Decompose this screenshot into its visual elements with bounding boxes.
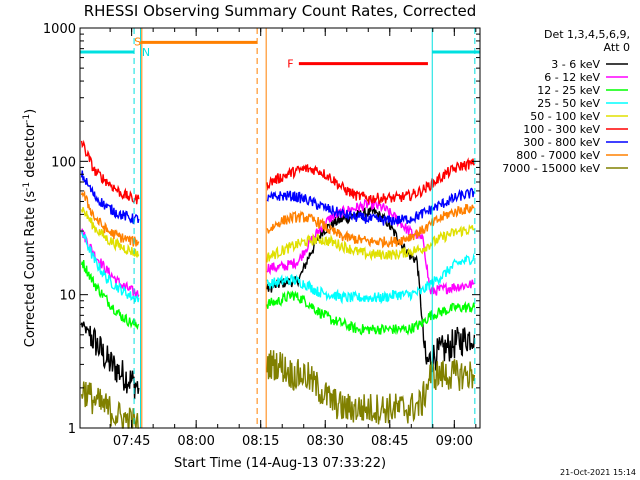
x-tick-label-1: 08:00 xyxy=(177,434,214,449)
series-line-50-100-kev-seg0 xyxy=(80,207,140,259)
flag-markers: SN F xyxy=(80,28,480,428)
series-line-12-25-kev-seg0 xyxy=(80,260,140,330)
flag-label-f: F xyxy=(287,58,293,71)
y-tick-label-0: 1 xyxy=(68,422,76,437)
y-axis-label-mid: detector xyxy=(23,122,38,182)
flag-label-s: S xyxy=(134,36,141,49)
legend-label-6-12-kev: 6 - 12 keV xyxy=(544,71,600,84)
y-axis-label-main: Corrected Count Rate (s xyxy=(23,191,38,348)
legend-label-25-50-kev: 25 - 50 keV xyxy=(537,97,600,110)
legend-label-50-100-kev: 50 - 100 keV xyxy=(530,110,600,123)
chart-title: RHESSI Observing Summary Count Rates, Co… xyxy=(84,2,477,20)
series-line-3-6-kev-seg1 xyxy=(266,204,476,373)
plot-frame xyxy=(79,27,481,429)
series-line-25-50-kev-seg0 xyxy=(80,230,140,303)
legend-header-line1: Det 1,3,4,5,6,9, xyxy=(544,28,630,41)
series-line-3-6-kev-seg0 xyxy=(80,321,140,400)
y-axis-label-end: ) xyxy=(23,109,38,114)
series-line-7000-15000-kev-seg0 xyxy=(80,381,139,429)
footer-timestamp: 21-Oct-2021 15:14 xyxy=(560,468,636,477)
y-tick-label-1: 10 xyxy=(59,289,76,304)
series-line-100-300-kev-seg1 xyxy=(266,157,476,205)
y-axis-label-sup1: -1 xyxy=(22,182,32,191)
legend-label-7000-15000-kev: 7000 - 15000 keV xyxy=(502,162,600,175)
legend-label-300-800-kev: 300 - 800 keV xyxy=(523,136,600,149)
series-line-7000-15000-kev-seg1 xyxy=(266,350,476,425)
x-tick-label-4: 08:45 xyxy=(371,434,408,449)
legend-label-3-6-kev: 3 - 6 keV xyxy=(551,58,600,71)
series-line-100-300-kev-seg0 xyxy=(80,139,140,205)
legend-label-12-25-kev: 12 - 25 keV xyxy=(537,84,600,97)
series-line-300-800-kev-seg1 xyxy=(266,187,475,226)
series-line-800-7000-kev-seg0 xyxy=(80,190,140,247)
legend-label-100-300-kev: 100 - 300 keV xyxy=(523,123,600,136)
legend-header-line2: Att 0 xyxy=(604,41,630,54)
y-tick-label-3: 1000 xyxy=(43,22,76,37)
legend-label-800-7000-kev: 800 - 7000 keV xyxy=(516,149,600,162)
x-tick-label-3: 08:30 xyxy=(307,434,344,449)
flag-label-n: N xyxy=(142,46,150,59)
series-line-300-800-kev-seg0 xyxy=(80,170,140,225)
y-axis-label-sup2: -1 xyxy=(22,114,32,123)
x-tick-label-5: 09:00 xyxy=(436,434,473,449)
series-line-50-100-kev-seg1 xyxy=(266,223,475,263)
x-tick-label-0: 07:45 xyxy=(113,434,150,449)
series-line-12-25-kev-seg1 xyxy=(266,290,476,336)
y-tick-label-2: 100 xyxy=(51,155,76,170)
x-tick-label-2: 08:15 xyxy=(242,434,279,449)
series-line-25-50-kev-seg1 xyxy=(266,253,476,305)
x-axis-label: Start Time (14-Aug-13 07:33:22) xyxy=(174,456,386,471)
axes: 1 10 100 1000 07:45 08:00 08:15 08:30 08:45 09:00 xyxy=(43,22,480,449)
series-line-800-7000-kev-seg1 xyxy=(266,204,475,249)
plot-lines xyxy=(80,139,476,429)
y-axis-label: Corrected Count Rate (s-1 detector-1) xyxy=(22,109,38,347)
